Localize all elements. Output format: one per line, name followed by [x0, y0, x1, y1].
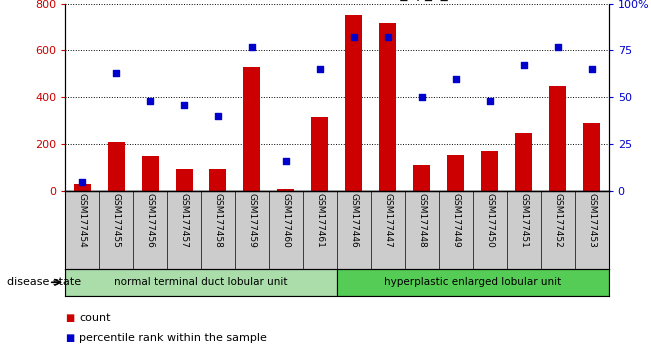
Bar [447, 155, 464, 191]
Text: GSM177461: GSM177461 [315, 194, 324, 249]
Bar [107, 142, 124, 191]
Point [111, 70, 121, 76]
Bar [549, 86, 566, 191]
Point [519, 63, 529, 68]
Text: GSM177459: GSM177459 [247, 194, 256, 249]
Text: GSM177456: GSM177456 [146, 194, 154, 249]
Text: normal terminal duct lobular unit: normal terminal duct lobular unit [114, 277, 288, 287]
Text: ■: ■ [65, 333, 74, 343]
Point [417, 95, 427, 100]
Text: count: count [79, 313, 111, 323]
Text: hyperplastic enlarged lobular unit: hyperplastic enlarged lobular unit [384, 277, 561, 287]
Point [553, 44, 563, 50]
Bar [141, 156, 159, 191]
Point [247, 44, 257, 50]
Point [450, 76, 461, 81]
Point [484, 98, 495, 104]
Text: GSM177451: GSM177451 [519, 194, 528, 249]
Bar [337, 269, 609, 296]
Text: disease state: disease state [7, 277, 81, 287]
Point [281, 158, 291, 164]
Text: GSM177449: GSM177449 [451, 194, 460, 248]
Text: GSM177454: GSM177454 [77, 194, 87, 248]
Bar [243, 67, 260, 191]
Bar [380, 23, 396, 191]
Text: ■: ■ [65, 313, 74, 323]
Text: GSM177457: GSM177457 [180, 194, 189, 249]
Point [77, 179, 87, 185]
Text: GSM177447: GSM177447 [383, 194, 393, 248]
Bar [176, 169, 193, 191]
Point [213, 113, 223, 119]
Title: GDS2739 / Hs.127032.0.S1_3p_a_at: GDS2739 / Hs.127032.0.S1_3p_a_at [212, 0, 462, 1]
Text: GSM177458: GSM177458 [214, 194, 223, 249]
Bar [481, 151, 498, 191]
Bar [74, 184, 90, 191]
Point [314, 67, 325, 72]
Bar [413, 165, 430, 191]
Point [383, 34, 393, 40]
Bar [346, 15, 363, 191]
Bar [65, 269, 337, 296]
Point [587, 67, 597, 72]
Text: GSM177452: GSM177452 [553, 194, 562, 248]
Point [349, 34, 359, 40]
Bar [277, 189, 294, 191]
Text: percentile rank within the sample: percentile rank within the sample [79, 333, 268, 343]
Text: GSM177455: GSM177455 [111, 194, 120, 249]
Text: GSM177460: GSM177460 [281, 194, 290, 249]
Bar [311, 117, 328, 191]
Point [145, 98, 155, 104]
Bar [583, 123, 600, 191]
Bar [515, 132, 533, 191]
Text: GSM177448: GSM177448 [417, 194, 426, 248]
Text: GSM177446: GSM177446 [350, 194, 359, 248]
Point [179, 102, 189, 108]
Bar [210, 169, 227, 191]
Text: GSM177453: GSM177453 [587, 194, 596, 249]
Text: GSM177450: GSM177450 [485, 194, 494, 249]
